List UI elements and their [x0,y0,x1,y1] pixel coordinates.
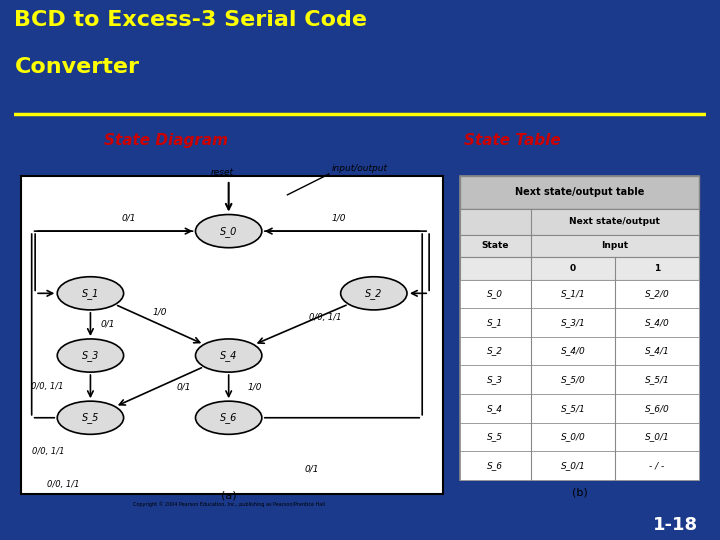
Text: 1-18: 1-18 [653,516,698,535]
Text: S_3: S_3 [487,375,503,384]
FancyBboxPatch shape [460,280,698,308]
Text: 0/0, 1/1: 0/0, 1/1 [47,480,79,489]
Text: S_4: S_4 [487,404,503,413]
Text: Input: Input [601,241,628,251]
Text: 0/0, 1/1: 0/0, 1/1 [32,382,64,391]
Text: S_1: S_1 [82,288,99,299]
Text: S_2/0: S_2/0 [644,289,670,298]
Text: reset: reset [210,168,233,177]
FancyBboxPatch shape [460,308,698,337]
Text: S_4/1: S_4/1 [644,347,670,356]
Text: (a): (a) [221,491,236,501]
Text: 1/0: 1/0 [332,214,346,223]
Text: S_0/1: S_0/1 [561,461,585,470]
Text: S_3/1: S_3/1 [561,318,585,327]
Circle shape [341,276,407,310]
Text: S_0/0: S_0/0 [561,433,585,442]
Text: S_6: S_6 [487,461,503,470]
FancyBboxPatch shape [460,208,698,234]
Text: 0/1: 0/1 [101,320,115,329]
Text: 1/0: 1/0 [248,382,262,391]
Text: 1: 1 [654,264,660,273]
Text: S_1/1: S_1/1 [561,289,585,298]
Text: input/output: input/output [332,164,388,173]
FancyBboxPatch shape [460,234,698,257]
Circle shape [196,214,262,248]
Text: Next state/output table: Next state/output table [515,187,644,197]
Text: S_4/0: S_4/0 [644,318,670,327]
Text: S_6/0: S_6/0 [644,404,670,413]
Text: 1/0: 1/0 [153,308,167,317]
Text: S_3: S_3 [82,350,99,361]
Circle shape [196,401,262,434]
Text: 0: 0 [570,264,576,273]
Circle shape [58,276,124,310]
FancyBboxPatch shape [460,451,698,480]
FancyBboxPatch shape [460,366,698,394]
FancyBboxPatch shape [460,176,698,480]
Text: Converter: Converter [14,57,140,77]
Circle shape [196,339,262,372]
FancyBboxPatch shape [460,423,698,451]
FancyBboxPatch shape [460,394,698,423]
Text: S_5/1: S_5/1 [644,375,670,384]
Text: (b): (b) [572,488,588,497]
Text: S_4: S_4 [220,350,238,361]
FancyBboxPatch shape [22,176,443,494]
Text: State: State [482,241,509,251]
Text: S_0: S_0 [487,289,503,298]
Text: Next state/output: Next state/output [570,217,660,226]
Text: S_2: S_2 [487,347,503,356]
Text: S_2: S_2 [365,288,382,299]
Text: S_5: S_5 [487,433,503,442]
Text: S_0/1: S_0/1 [644,433,670,442]
Circle shape [58,339,124,372]
FancyBboxPatch shape [460,337,698,366]
Text: S_5: S_5 [82,413,99,423]
Circle shape [58,401,124,434]
Text: 0/0, 1/1: 0/0, 1/1 [309,313,342,322]
Text: S_6: S_6 [220,413,238,423]
Text: 0/0, 1/1: 0/0, 1/1 [32,447,64,456]
Text: 0/1: 0/1 [176,382,191,391]
FancyBboxPatch shape [460,257,698,280]
FancyBboxPatch shape [460,176,698,208]
Text: S_0: S_0 [220,226,238,237]
Text: S_1: S_1 [487,318,503,327]
Text: State Table: State Table [464,133,560,148]
Text: 0/1: 0/1 [121,214,135,223]
Text: S_5/1: S_5/1 [561,404,585,413]
Text: - / -: - / - [649,461,665,470]
Text: State Diagram: State Diagram [104,133,228,148]
Text: 0/1: 0/1 [305,464,319,474]
Text: BCD to Excess-3 Serial Code: BCD to Excess-3 Serial Code [14,10,367,30]
Text: S_4/0: S_4/0 [561,347,585,356]
Text: S_5/0: S_5/0 [561,375,585,384]
Text: Copyright © 2004 Pearson Education, Inc., publishing as Pearson/Prentice Hall: Copyright © 2004 Pearson Education, Inc.… [132,501,325,507]
